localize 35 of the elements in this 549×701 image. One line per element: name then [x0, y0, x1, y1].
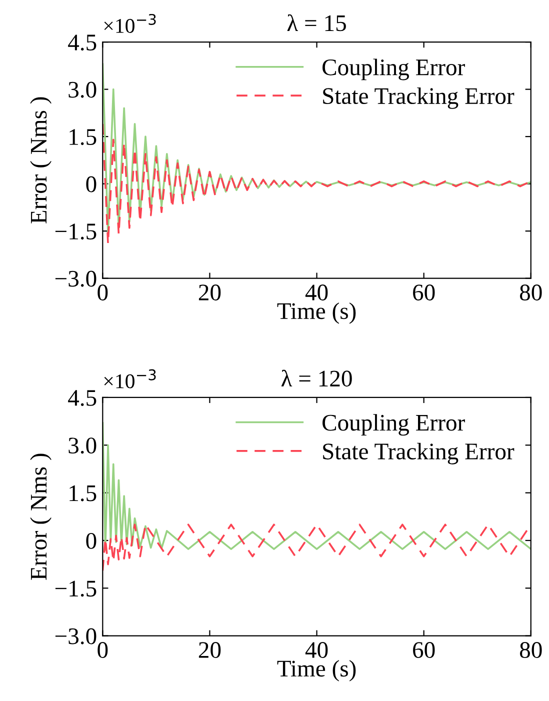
- legend-label: State Tracking Error: [323, 442, 514, 464]
- x-tick-label: 80: [520, 284, 542, 300]
- x-axis-title: Time (s): [277, 660, 356, 682]
- y-tick-label: −3.0: [55, 628, 96, 644]
- y-tick-label: 3.0: [68, 82, 96, 98]
- text: ×10$^{−3}$: [104, 14, 156, 33]
- x-tick-label: 0: [98, 642, 108, 658]
- y-tick-label: 1.5: [70, 485, 96, 502]
- y-tick-label: 4.5: [68, 390, 96, 406]
- x-tick-label: 60: [413, 642, 435, 658]
- y-tick-label: 4.5: [68, 34, 96, 51]
- text: ×10$^{−3}$: [104, 369, 156, 388]
- x-axis-title: Time (s): [277, 302, 356, 324]
- chart-title: λ = 120: [281, 370, 352, 387]
- y-tick-label: −3.0: [55, 270, 96, 287]
- legend-label: Coupling Error: [322, 414, 465, 436]
- y-tick-label: 3.0: [68, 438, 96, 454]
- chart-title: λ = 15: [287, 14, 346, 32]
- x-tick-label: 60: [413, 284, 435, 300]
- x-tick-label: 20: [198, 642, 221, 658]
- y-tick-label: −1.5: [55, 224, 96, 240]
- y-tick-label: −1.5: [55, 580, 96, 597]
- y-axis-title: Error ( Nms ): [30, 454, 52, 580]
- x-tick-label: 0: [98, 284, 108, 300]
- y-tick-label: 1.5: [70, 129, 96, 146]
- y-tick-label: 0: [86, 532, 96, 549]
- x-tick-label: 80: [520, 642, 542, 658]
- x-tick-label: 40: [305, 642, 328, 658]
- legend-label: Coupling Error: [322, 58, 465, 80]
- x-tick-label: 20: [198, 284, 221, 300]
- legend-label: State Tracking Error: [323, 87, 514, 109]
- line-series: [102, 123, 531, 245]
- x-tick-label: 40: [305, 284, 328, 300]
- y-axis-title: Error ( Nms ): [30, 97, 52, 224]
- y-tick-label: 0: [86, 176, 96, 192]
